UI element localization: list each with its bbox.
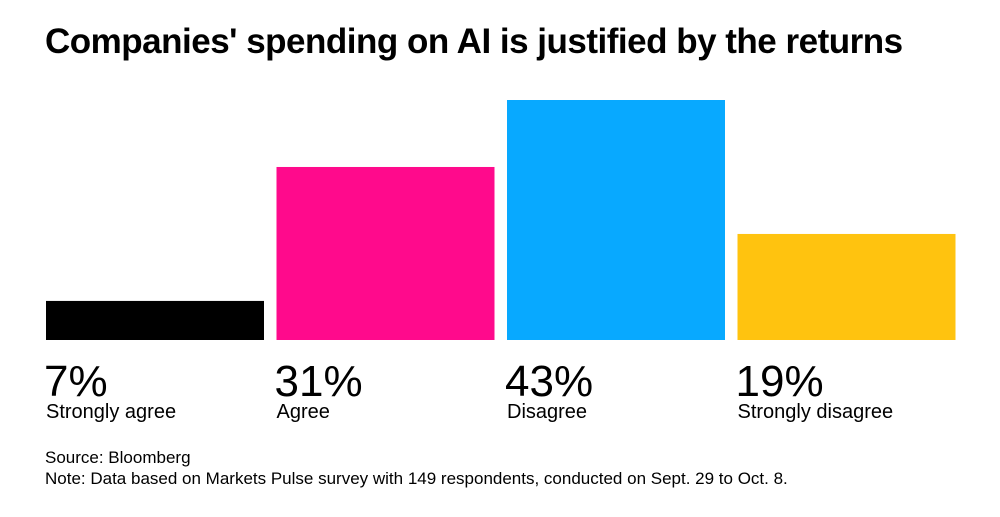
chart-title: Companies' spending on AI is justified b… (45, 22, 903, 61)
category-label-strongly-agree: Strongly agree (46, 401, 176, 423)
value-label-agree: 31% (275, 357, 363, 406)
bar-chart: 7%Strongly agree 31%Agree 43%Disagree 19%St… (44, 100, 956, 423)
category-label-disagree: Disagree (507, 401, 587, 423)
source-note: Source: Bloomberg (45, 448, 191, 467)
chart-footer: Source: Bloomberg Note: Data based on Ma… (45, 447, 788, 489)
value-label-disagree: 43% (505, 357, 593, 406)
bar-strongly-disagree (737, 233, 956, 340)
value-label-strongly-disagree: 19% (736, 357, 824, 406)
bar-disagree (507, 100, 725, 340)
category-label-agree: Agree (277, 401, 330, 423)
bar-strongly-agree (46, 300, 264, 340)
value-label-strongly-agree: 7% (44, 357, 108, 406)
methodology-note: Note: Data based on Markets Pulse survey… (45, 469, 788, 488)
category-label-strongly-disagree: Strongly disagree (738, 401, 894, 423)
bar-agree (276, 166, 495, 340)
